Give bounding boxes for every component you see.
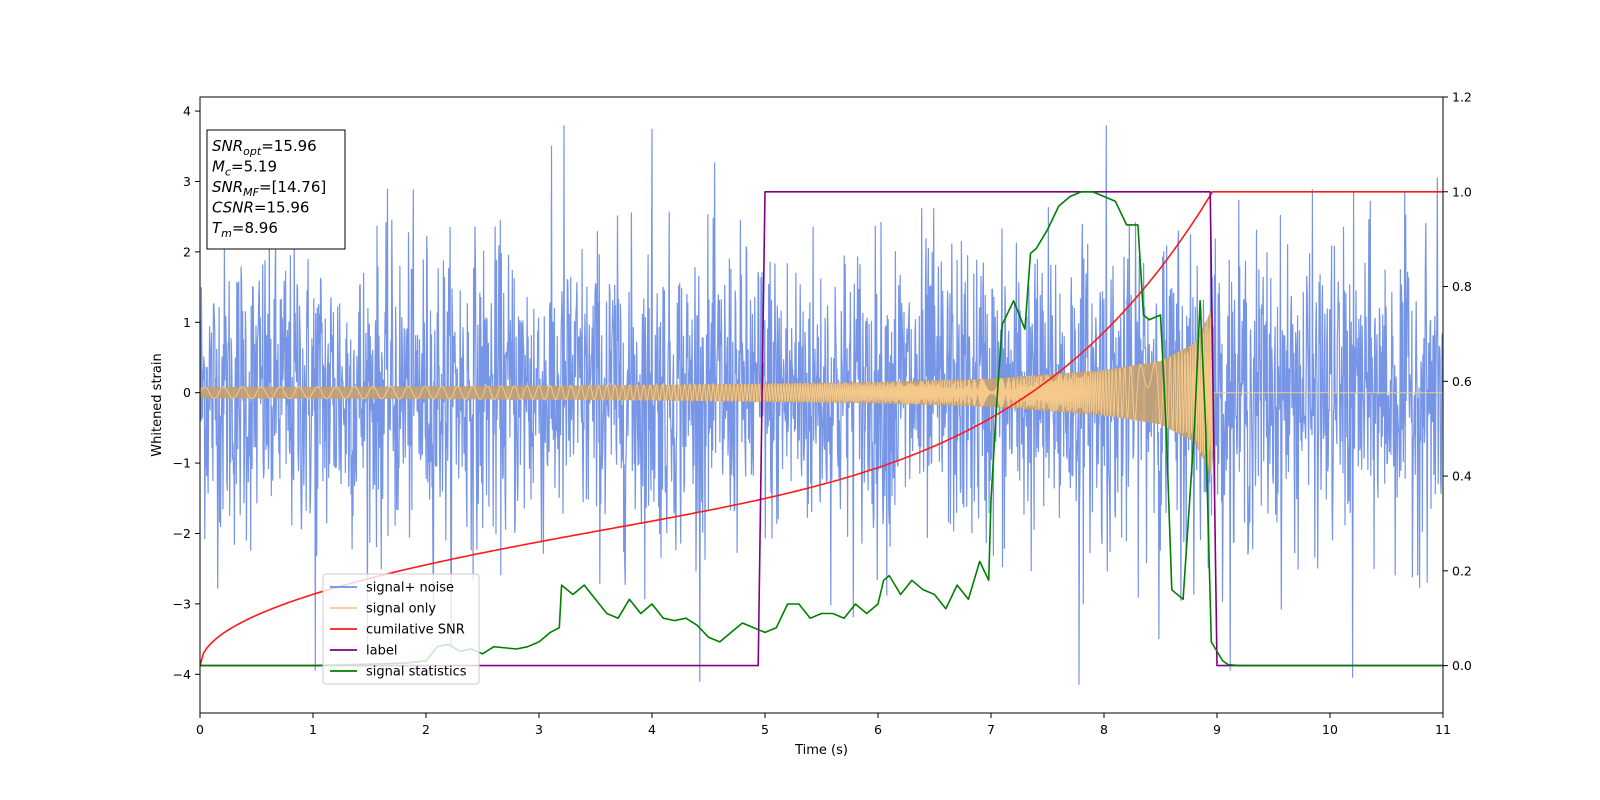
y2-tick-label: 0.4 (1452, 469, 1472, 484)
x-tick-label: 8 (1100, 722, 1108, 737)
x-tick-label: 11 (1435, 722, 1451, 737)
plot-frame (199, 96, 1444, 714)
annotation-line: SNRMF=[14.76] (212, 178, 326, 199)
x-tick-label: 9 (1213, 722, 1221, 737)
x-tick-label: 0 (196, 722, 204, 737)
x-axis-label: Time (s) (794, 743, 848, 758)
y-tick-label: 3 (183, 174, 191, 189)
series-signal-noise (200, 125, 1443, 685)
y2-tick-label: 1.2 (1452, 90, 1472, 105)
annotation-line: SNRopt=15.96 (212, 137, 317, 158)
y2-tick-label: 0.8 (1452, 279, 1472, 294)
x-tick-label: 3 (535, 722, 543, 737)
x-tick-label: 10 (1322, 722, 1338, 737)
annotation-line: Mc=5.19 (212, 158, 277, 179)
x-axis: 0 1 2 3 4 5 6 7 8 9 10 11 (196, 713, 1451, 737)
y-tick-label: 1 (183, 315, 191, 330)
legend-entry: label (366, 644, 397, 659)
y-tick-label: 4 (183, 104, 191, 119)
x-tick-label: 1 (309, 722, 317, 737)
y2-tick-label: 0.0 (1452, 658, 1472, 673)
legend-frame (322, 573, 480, 685)
legend-entry: signal only (366, 602, 436, 617)
y-tick-label: 0 (183, 385, 191, 400)
y-tick-label: −3 (173, 596, 191, 611)
legend-entry: signal+ noise (366, 581, 454, 596)
x-tick-label: 7 (987, 722, 995, 737)
series-signal-only (200, 316, 1443, 475)
x-tick-label: 4 (648, 722, 656, 737)
x-tick-label: 6 (874, 722, 882, 737)
x-tick-label: 5 (761, 722, 769, 737)
legend: signal+ noise signal only cumilative SNR la… (322, 573, 480, 685)
snr-annotation-box: SNRopt=15.96Mc=5.19SNRMF=[14.76]CSNR=15.… (206, 129, 346, 250)
annotation-line: CSNR=15.96 (212, 199, 309, 217)
y-tick-label: −2 (173, 526, 191, 541)
y-tick-label: −1 (173, 456, 191, 471)
y-axis-label: Whitened strain (150, 353, 165, 456)
y-tick-label: −4 (173, 667, 191, 682)
y-tick-label: 2 (183, 244, 191, 259)
y2-tick-label: 1.0 (1452, 184, 1472, 199)
legend-entry: cumilative SNR (366, 623, 465, 638)
legend-entry: signal statistics (366, 665, 467, 680)
y-axis-left: −4 −3 −2 −1 0 1 2 3 4 (173, 104, 200, 682)
y2-tick-label: 0.2 (1452, 563, 1472, 578)
series-signal-statistics (200, 191, 1443, 667)
x-tick-label: 2 (422, 722, 430, 737)
annotation-line: Tm=8.96 (212, 219, 278, 240)
y-axis-right: 0.0 0.2 0.4 0.6 0.8 1.0 1.2 (1443, 90, 1472, 673)
annotation-frame (206, 129, 346, 250)
series-signal-only-envelope (200, 310, 1214, 475)
y2-tick-label: 0.6 (1452, 374, 1472, 389)
